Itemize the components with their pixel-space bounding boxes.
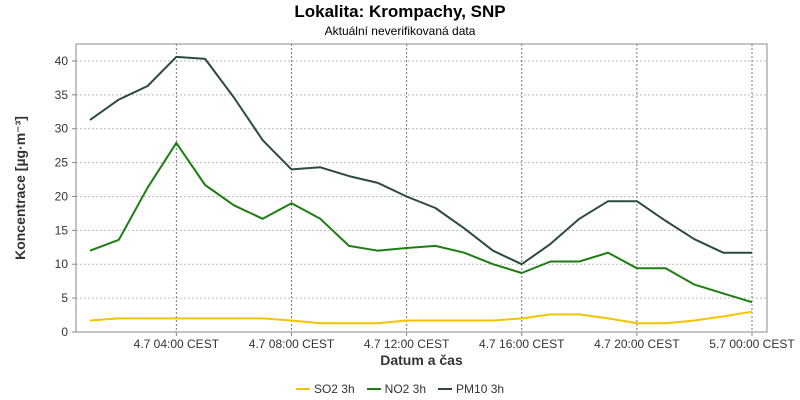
legend-label: NO2 3h bbox=[384, 382, 427, 396]
x-axis: 4.7 04:00 CEST 4.7 08:00 CEST 4.7 12:00 CE… bbox=[134, 332, 795, 351]
legend-item: NO2 3h bbox=[366, 382, 427, 396]
legend: SO2 3h NO2 3h PM10 3h bbox=[0, 382, 800, 396]
legend-label: PM10 3h bbox=[456, 382, 505, 396]
legend-label: SO2 3h bbox=[313, 382, 355, 396]
series-line-pm10-3h bbox=[89, 55, 752, 266]
chart-title: Lokalita: Krompachy, SNP bbox=[294, 2, 506, 21]
y-tick-label: 0 bbox=[61, 325, 68, 339]
y-axis: 0 5 10 15 20 25 30 35 40 bbox=[55, 54, 76, 339]
y-axis-title: Koncentrace [µg·m⁻³] bbox=[12, 116, 28, 260]
y-tick-label: 25 bbox=[55, 156, 69, 170]
x-tick-label: 4.7 08:00 CEST bbox=[249, 337, 335, 351]
x-tick-label: 4.7 12:00 CEST bbox=[364, 337, 450, 351]
legend-swatch bbox=[438, 388, 453, 390]
legend-item: SO2 3h bbox=[295, 382, 355, 396]
y-tick-label: 10 bbox=[55, 257, 69, 271]
series-line-so2-3h bbox=[89, 310, 753, 325]
y-tick-label: 20 bbox=[55, 189, 69, 203]
y-tick-label: 40 bbox=[55, 54, 69, 68]
legend-swatch bbox=[295, 388, 310, 390]
x-axis-title: Datum a čas bbox=[380, 352, 463, 368]
series-lines bbox=[89, 55, 753, 325]
x-tick-label: 4.7 20:00 CEST bbox=[594, 337, 680, 351]
y-tick-label: 30 bbox=[55, 122, 69, 136]
y-tick-label: 35 bbox=[55, 88, 69, 102]
gridlines bbox=[76, 44, 767, 332]
legend-swatch bbox=[366, 388, 381, 390]
series-line-no2-3h bbox=[89, 141, 753, 304]
x-tick-label: 4.7 16:00 CEST bbox=[479, 337, 565, 351]
x-tick-label: 5.7 00:00 CEST bbox=[709, 337, 795, 351]
y-tick-label: 15 bbox=[55, 223, 69, 237]
chart-subtitle: Aktuální neverifikovaná data bbox=[324, 24, 476, 38]
legend-item: PM10 3h bbox=[438, 382, 504, 396]
x-tick-label: 4.7 04:00 CEST bbox=[134, 337, 220, 351]
plot-area bbox=[75, 43, 768, 333]
y-tick-label: 5 bbox=[61, 291, 68, 305]
